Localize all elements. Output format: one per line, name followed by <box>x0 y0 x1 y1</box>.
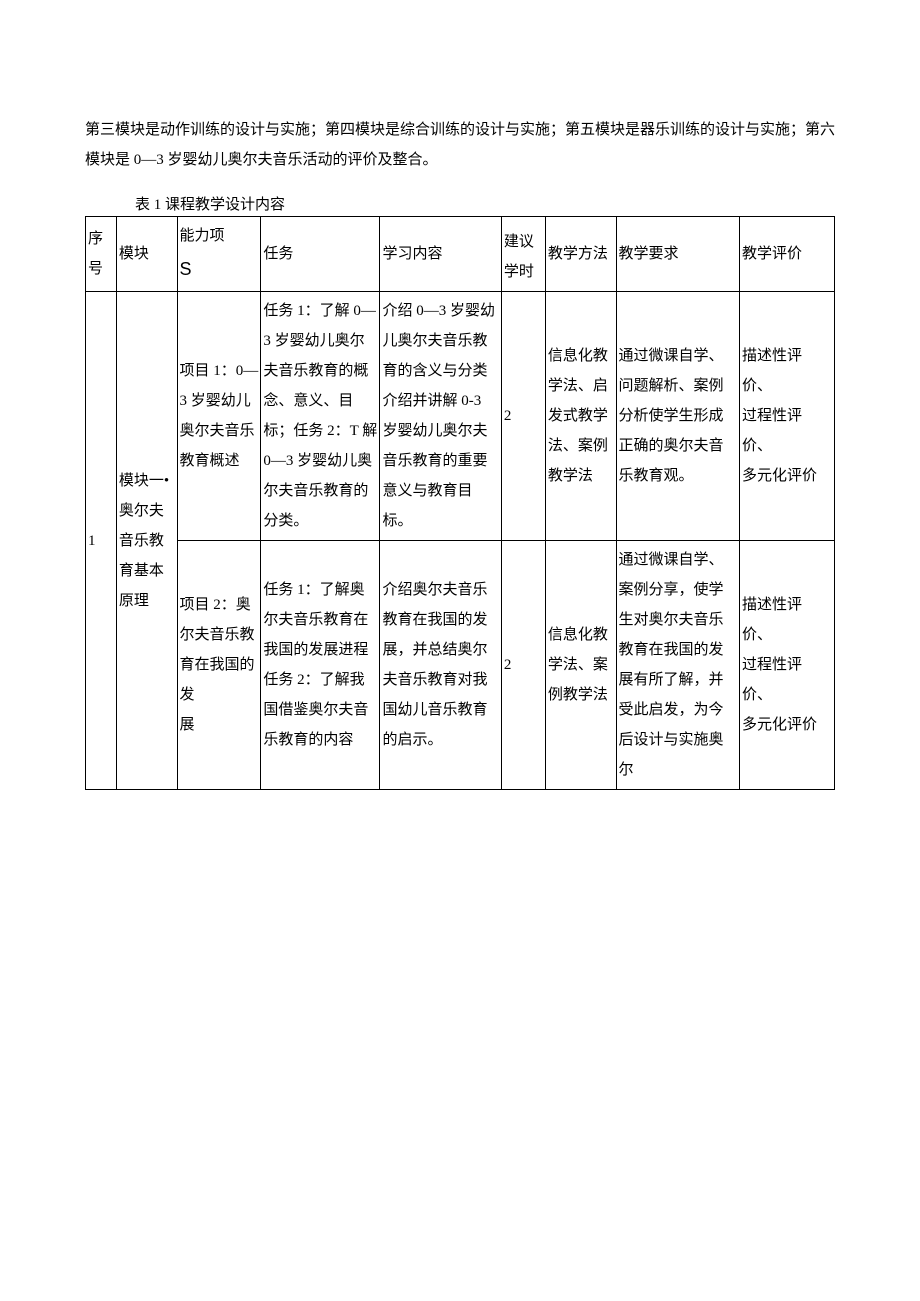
table-row: 项目 2：奥尔夫音乐教育在我国的发展 任务 1：了解奥尔夫音乐教育在我国的发展进… <box>86 541 835 790</box>
cell-method: 信息化教学法、案例教学法 <box>545 541 616 790</box>
cell-seq: 1 <box>86 292 117 790</box>
table-caption: 表 1 课程教学设计内容 <box>135 193 835 214</box>
th-skill: 能力项 S <box>177 217 261 292</box>
th-hours: 建议学时 <box>501 217 545 292</box>
th-evaluation: 教学评价 <box>740 217 835 292</box>
th-task: 任务 <box>261 217 380 292</box>
table-row: 1 模块一•奥尔夫音乐教育基本原理 项目 1：0—3 岁婴幼儿奥尔夫音乐教育概述… <box>86 292 835 541</box>
th-seq: 序号 <box>86 217 117 292</box>
th-requirement: 教学要求 <box>616 217 740 292</box>
document-page: 第三模块是动作训练的设计与实施；第四模块是综合训练的设计与实施；第五模块是器乐训… <box>0 0 920 1301</box>
cell-content: 介绍奥尔夫音乐教育在我国的发展，并总结奥尔夫音乐教育对我国幼儿音乐教育的启示。 <box>380 541 501 790</box>
course-design-table: 序号 模块 能力项 S 任务 学习内容 建议学时 教学方法 教学要求 教学评价 … <box>85 216 835 790</box>
cell-module: 模块一•奥尔夫音乐教育基本原理 <box>116 292 177 790</box>
cell-evaluation: 描述性评价、过程性评价、多元化评价 <box>740 292 835 541</box>
cell-task: 任务 1：了解 0—3 岁婴幼儿奥尔夫音乐教育的概念、意义、目标；任务 2：T … <box>261 292 380 541</box>
cell-evaluation: 描述性评价、过程性评价、多元化评价 <box>740 541 835 790</box>
cell-task: 任务 1：了解奥尔夫音乐教育在我国的发展进程 任务 2：了解我国借鉴奥尔夫音乐教… <box>261 541 380 790</box>
cell-skill: 项目 2：奥尔夫音乐教育在我国的发展 <box>177 541 261 790</box>
cell-requirement: 通过微课自学、案例分享，使学生对奥尔夫音乐教育在我国的发展有所了解，并受此启发，… <box>616 541 740 790</box>
cell-method: 信息化教学法、启发式教学法、案例教学法 <box>545 292 616 541</box>
th-skill-letter: S <box>180 259 192 279</box>
th-method: 教学方法 <box>545 217 616 292</box>
cell-requirement: 通过微课自学、问题解析、案例分析使学生形成正确的奥尔夫音乐教育观。 <box>616 292 740 541</box>
cell-hours: 2 <box>501 541 545 790</box>
cell-content: 介绍 0—3 岁婴幼儿奥尔夫音乐教育的含义与分类 介绍并讲解 0-3 岁婴幼儿奥… <box>380 292 501 541</box>
th-skill-line1: 能力项 <box>180 228 225 244</box>
th-content: 学习内容 <box>380 217 501 292</box>
cell-hours: 2 <box>501 292 545 541</box>
th-module: 模块 <box>116 217 177 292</box>
intro-paragraph: 第三模块是动作训练的设计与实施；第四模块是综合训练的设计与实施；第五模块是器乐训… <box>85 115 835 175</box>
cell-skill: 项目 1：0—3 岁婴幼儿奥尔夫音乐教育概述 <box>177 292 261 541</box>
table-header-row: 序号 模块 能力项 S 任务 学习内容 建议学时 教学方法 教学要求 教学评价 <box>86 217 835 292</box>
